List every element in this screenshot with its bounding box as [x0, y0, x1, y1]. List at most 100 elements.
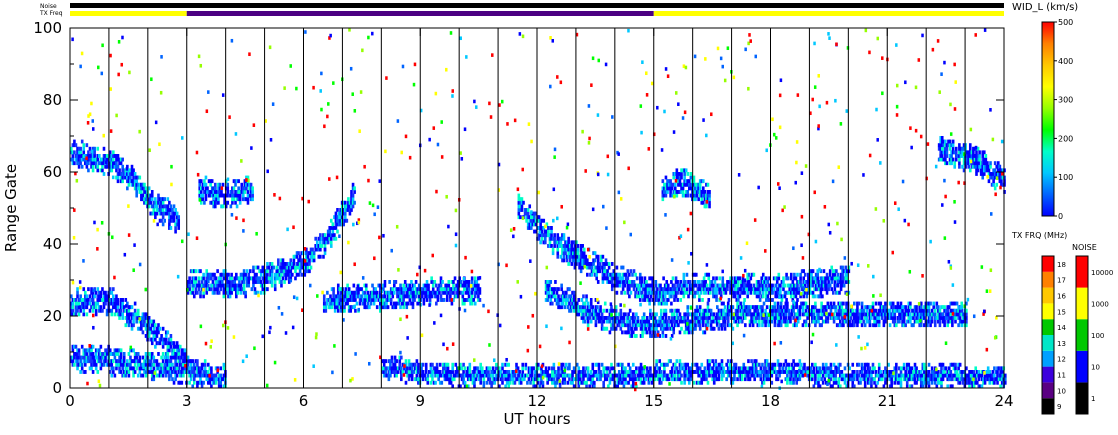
echo-cell: [410, 362, 414, 367]
echo-cell: [709, 326, 713, 331]
echo-cell: [563, 380, 567, 385]
echo-cell: [820, 305, 823, 310]
echo-cell: [504, 362, 507, 367]
echo-cell: [160, 204, 163, 209]
echo-cell: [561, 236, 564, 241]
echo-cell: [796, 319, 800, 324]
echo-cell: [703, 316, 707, 320]
echo-cell: [133, 301, 137, 306]
echo-cell: [701, 298, 704, 302]
echo-cell: [264, 269, 268, 274]
echo-cell: [118, 172, 121, 176]
echo-cell: [891, 301, 895, 306]
echo-cell: [242, 190, 245, 194]
echo-cell: [594, 323, 598, 328]
echo-cell: [775, 316, 778, 320]
echo-cell: [70, 157, 73, 162]
echo-cell: [197, 373, 201, 378]
echo-cell: [677, 283, 681, 288]
echo-cell: [837, 308, 841, 313]
echo-cell: [811, 283, 815, 288]
echo-cell: [338, 305, 342, 310]
echo-cell: [82, 308, 86, 313]
echo-cell: [398, 362, 402, 367]
echo-cell: [336, 305, 340, 310]
echo-cell: [581, 265, 584, 270]
echo-cell: [198, 179, 202, 184]
echo-cell: [149, 330, 152, 335]
echo-cell: [166, 330, 170, 335]
echo-cell: [112, 164, 115, 169]
echo-cell: [189, 377, 193, 382]
echo-cell: [160, 373, 163, 378]
echo-cell: [450, 287, 454, 292]
echo-cell: [323, 244, 327, 248]
echo-cell: [517, 197, 521, 202]
echo-cell: [630, 384, 633, 389]
echo-cell: [119, 298, 123, 302]
echo-cell: [551, 366, 554, 371]
echo-cell: [320, 236, 324, 241]
echo-cell: [448, 377, 451, 382]
echo-cell: [342, 222, 346, 227]
echo-cell: [775, 276, 779, 281]
echo-cell: [842, 319, 845, 324]
echo-cell: [163, 337, 166, 342]
echo-cell: [532, 384, 535, 389]
echo-cell: [115, 157, 118, 162]
echo-cell: [205, 370, 209, 374]
echo-cell: [776, 308, 780, 313]
echo-cell: [295, 265, 299, 270]
echo-cell: [249, 276, 252, 281]
echo-cell: [508, 373, 512, 378]
echo-cell: [309, 265, 313, 270]
echo-cell: [671, 287, 675, 292]
echo-cell: [442, 298, 446, 302]
echo-cell: [614, 312, 618, 317]
echo-cell: [277, 272, 280, 277]
echo-cell: [621, 280, 625, 284]
echo-cell: [477, 370, 481, 374]
echo-cell: [281, 258, 285, 263]
echo-cell: [328, 229, 332, 234]
echo-cell: [671, 290, 675, 295]
echo-cell: [592, 251, 595, 256]
echo-cells: [70, 136, 1007, 389]
echo-cell: [631, 312, 635, 317]
echo-cell: [108, 164, 112, 169]
echo-cell: [564, 244, 567, 248]
echo-cell: [348, 211, 352, 216]
echo-cell: [630, 377, 633, 382]
echo-cell: [424, 294, 427, 299]
echo-cell: [80, 305, 84, 310]
echo-cell: [649, 294, 653, 299]
echo-cell: [628, 287, 631, 292]
echo-cell: [138, 175, 142, 180]
echo-cell: [661, 334, 665, 338]
echo-cell: [549, 287, 553, 292]
echo-cell: [640, 276, 644, 281]
echo-cell: [108, 157, 112, 162]
echo-cell: [836, 290, 840, 295]
echo-cell: [227, 287, 230, 292]
echo-cell: [473, 380, 476, 385]
echo-cell: [161, 359, 165, 364]
echo-cell: [596, 265, 600, 270]
echo-cell: [845, 276, 849, 281]
echo-cell: [529, 222, 533, 227]
echo-cell: [143, 323, 146, 328]
echo-cell: [526, 222, 530, 227]
echo-cell: [99, 305, 103, 310]
echo-cell: [626, 290, 630, 295]
echo-cell: [216, 287, 219, 292]
echo-cell: [760, 276, 763, 281]
echo-cell: [513, 370, 517, 374]
echo-cell: [344, 287, 348, 292]
echo-cell: [189, 366, 193, 371]
echo-cell: [150, 362, 154, 367]
echo-cell: [364, 287, 368, 292]
echo-cell: [231, 200, 234, 205]
echo-cell: [400, 294, 404, 299]
echo-cell: [112, 294, 115, 299]
echo-cell: [336, 287, 340, 292]
